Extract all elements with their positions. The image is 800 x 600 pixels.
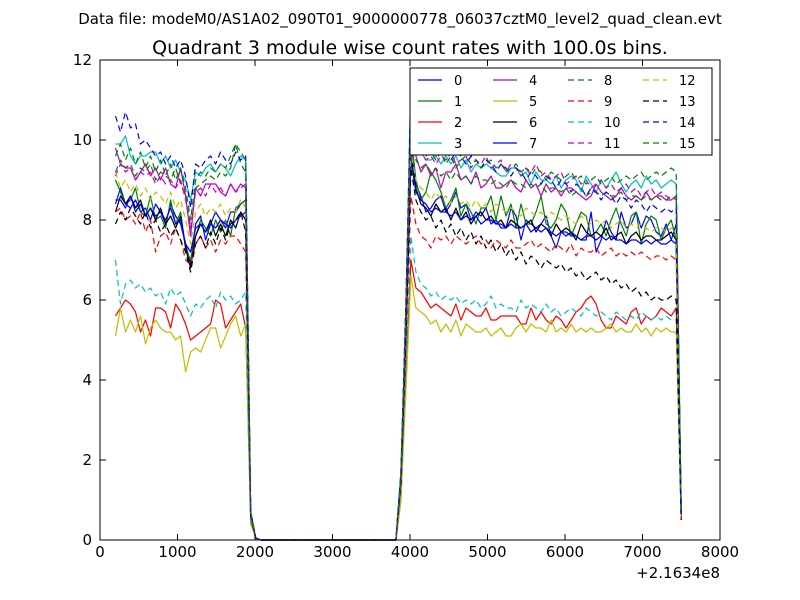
legend-label-10: 10 (604, 116, 621, 131)
legend-box (409, 67, 713, 156)
plot-area: 0 1000 2000 3000 4000 5000 6000 7000 8000 0 2 4 6 8 1… (73, 51, 739, 561)
legend-label-1: 1 (454, 95, 462, 110)
y-tick-label: 8 (82, 211, 92, 229)
legend-label-11: 11 (604, 137, 621, 152)
x-tick-label: 2000 (236, 543, 274, 561)
y-tick-label: 6 (82, 291, 92, 309)
data-file-suptitle: Data file: modeM0/AS1A02_090T01_90000007… (78, 10, 722, 29)
legend-label-5: 5 (529, 95, 537, 110)
x-tick-label: 0 (95, 543, 105, 561)
y-tick-label: 10 (73, 131, 92, 149)
y-tick-label: 0 (82, 531, 92, 549)
y-tick-label: 2 (82, 451, 92, 469)
legend-label-9: 9 (604, 95, 612, 110)
x-tick-label: 3000 (313, 543, 351, 561)
legend-label-8: 8 (604, 74, 612, 89)
series-line-8 (114, 131, 682, 541)
x-ticks: 0 1000 2000 3000 4000 5000 6000 7000 8000 (95, 60, 739, 561)
series-line-14 (114, 87, 682, 541)
series-line-15 (114, 107, 682, 541)
x-tick-label: 6000 (546, 543, 584, 561)
y-tick-label: 12 (73, 51, 92, 69)
legend-label-13: 13 (679, 95, 696, 110)
legend-label-2: 2 (454, 116, 462, 131)
legend-label-7: 7 (529, 137, 537, 152)
legend-label-4: 4 (529, 74, 537, 89)
x-tick-label: 4000 (391, 543, 429, 561)
series-line-12 (114, 151, 682, 541)
x-tick-label: 5000 (468, 543, 506, 561)
y-tick-label: 4 (82, 371, 92, 389)
legend-label-0: 0 (454, 74, 462, 89)
chart-title: Quadrant 3 module wise count rates with … (152, 37, 668, 59)
legend-label-12: 12 (679, 74, 696, 89)
x-tick-label: 7000 (623, 543, 661, 561)
legend-label-3: 3 (454, 137, 462, 152)
legend-label-6: 6 (529, 116, 537, 131)
series-layer (114, 75, 682, 541)
x-tick-label: 1000 (158, 543, 196, 561)
x-tick-label: 8000 (701, 543, 739, 561)
legend-label-14: 14 (679, 116, 696, 131)
legend-label-15: 15 (679, 137, 696, 152)
x-offset-label: +2.1634e8 (636, 564, 720, 582)
